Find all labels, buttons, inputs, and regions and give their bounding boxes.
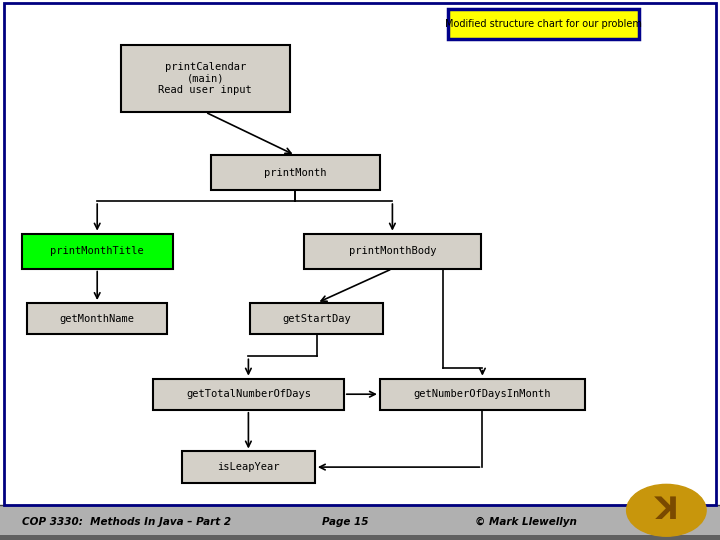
Text: isLeapYear: isLeapYear [217, 462, 279, 472]
Bar [305, 233, 481, 268]
Bar [251, 303, 383, 334]
Bar [380, 379, 585, 410]
Text: getTotalNumberOfDays: getTotalNumberOfDays [186, 389, 311, 399]
Bar [27, 303, 167, 334]
Bar [210, 155, 380, 190]
Text: getMonthName: getMonthName [60, 314, 135, 323]
Text: © Mark Llewellyn: © Mark Llewellyn [474, 517, 577, 527]
Text: Page 15: Page 15 [323, 517, 369, 527]
Bar [0, 505, 720, 540]
Bar [153, 379, 344, 410]
Text: getStartDay: getStartDay [282, 314, 351, 323]
Bar [181, 451, 315, 483]
Bar [0, 535, 720, 540]
Text: COP 3330:  Methods In Java – Part 2: COP 3330: Methods In Java – Part 2 [22, 517, 230, 527]
Text: ꓘ: ꓘ [654, 496, 678, 525]
Text: getNumberOfDaysInMonth: getNumberOfDaysInMonth [414, 389, 551, 399]
Text: printMonthBody: printMonthBody [348, 246, 436, 256]
Bar [448, 9, 639, 39]
Text: printMonthTitle: printMonthTitle [50, 246, 144, 256]
Bar [121, 45, 289, 112]
Bar [22, 233, 173, 268]
Circle shape [626, 484, 706, 536]
Text: Modified structure chart for our problem: Modified structure chart for our problem [445, 19, 642, 29]
Text: printMonth: printMonth [264, 168, 326, 178]
Text: printCalendar
(main)
Read user input: printCalendar (main) Read user input [158, 62, 252, 95]
